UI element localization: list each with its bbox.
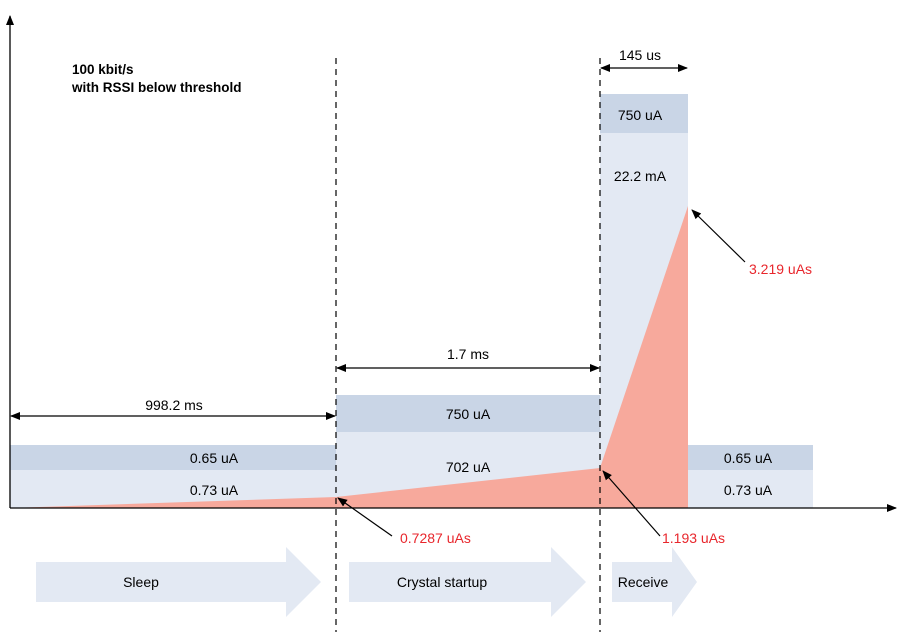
phase-arrow-sleep xyxy=(36,547,321,617)
sleep-charge-pointer xyxy=(337,497,393,537)
sleep-band-top xyxy=(10,445,336,470)
crystal-charge-pointer xyxy=(602,470,661,537)
after-band-base xyxy=(688,470,813,508)
crystal-duration-label: 1.7 ms xyxy=(447,346,489,362)
phase-label-crystal: Crystal startup xyxy=(397,574,487,590)
crystal-top-current: 750 uA xyxy=(446,406,491,422)
charge-area xyxy=(10,206,688,508)
receive-top-current: 750 uA xyxy=(618,107,663,123)
crystal-base-current: 702 uA xyxy=(446,459,491,475)
sleep-base-current: 0.73 uA xyxy=(190,482,239,498)
phase-arrow-crystal xyxy=(349,547,586,617)
receive-charge-label: 3.219 uAs xyxy=(749,261,812,277)
phase-label-sleep: Sleep xyxy=(123,574,159,590)
sleep-charge-label: 0.7287 uAs xyxy=(400,530,471,546)
phase-label-receive: Receive xyxy=(618,574,669,590)
receive-duration-label: 145 us xyxy=(619,47,661,63)
sleep-duration-label: 998.2 ms xyxy=(145,397,203,413)
title-line-1: 100 kbit/s xyxy=(72,62,134,77)
phase-arrow-receive xyxy=(612,547,697,617)
receive-base-current: 22.2 mA xyxy=(614,168,667,184)
receive-charge-pointer xyxy=(691,209,746,263)
receive-band-top xyxy=(600,94,688,133)
after-band-top xyxy=(688,445,813,470)
sleep-top-current: 0.65 uA xyxy=(190,450,239,466)
crystal-charge-label: 1.193 uAs xyxy=(662,530,725,546)
crystal-band-top xyxy=(336,395,600,432)
title-line-2: with RSSI below threshold xyxy=(71,80,242,95)
after-base-current: 0.73 uA xyxy=(724,482,773,498)
after-top-current: 0.65 uA xyxy=(724,450,773,466)
